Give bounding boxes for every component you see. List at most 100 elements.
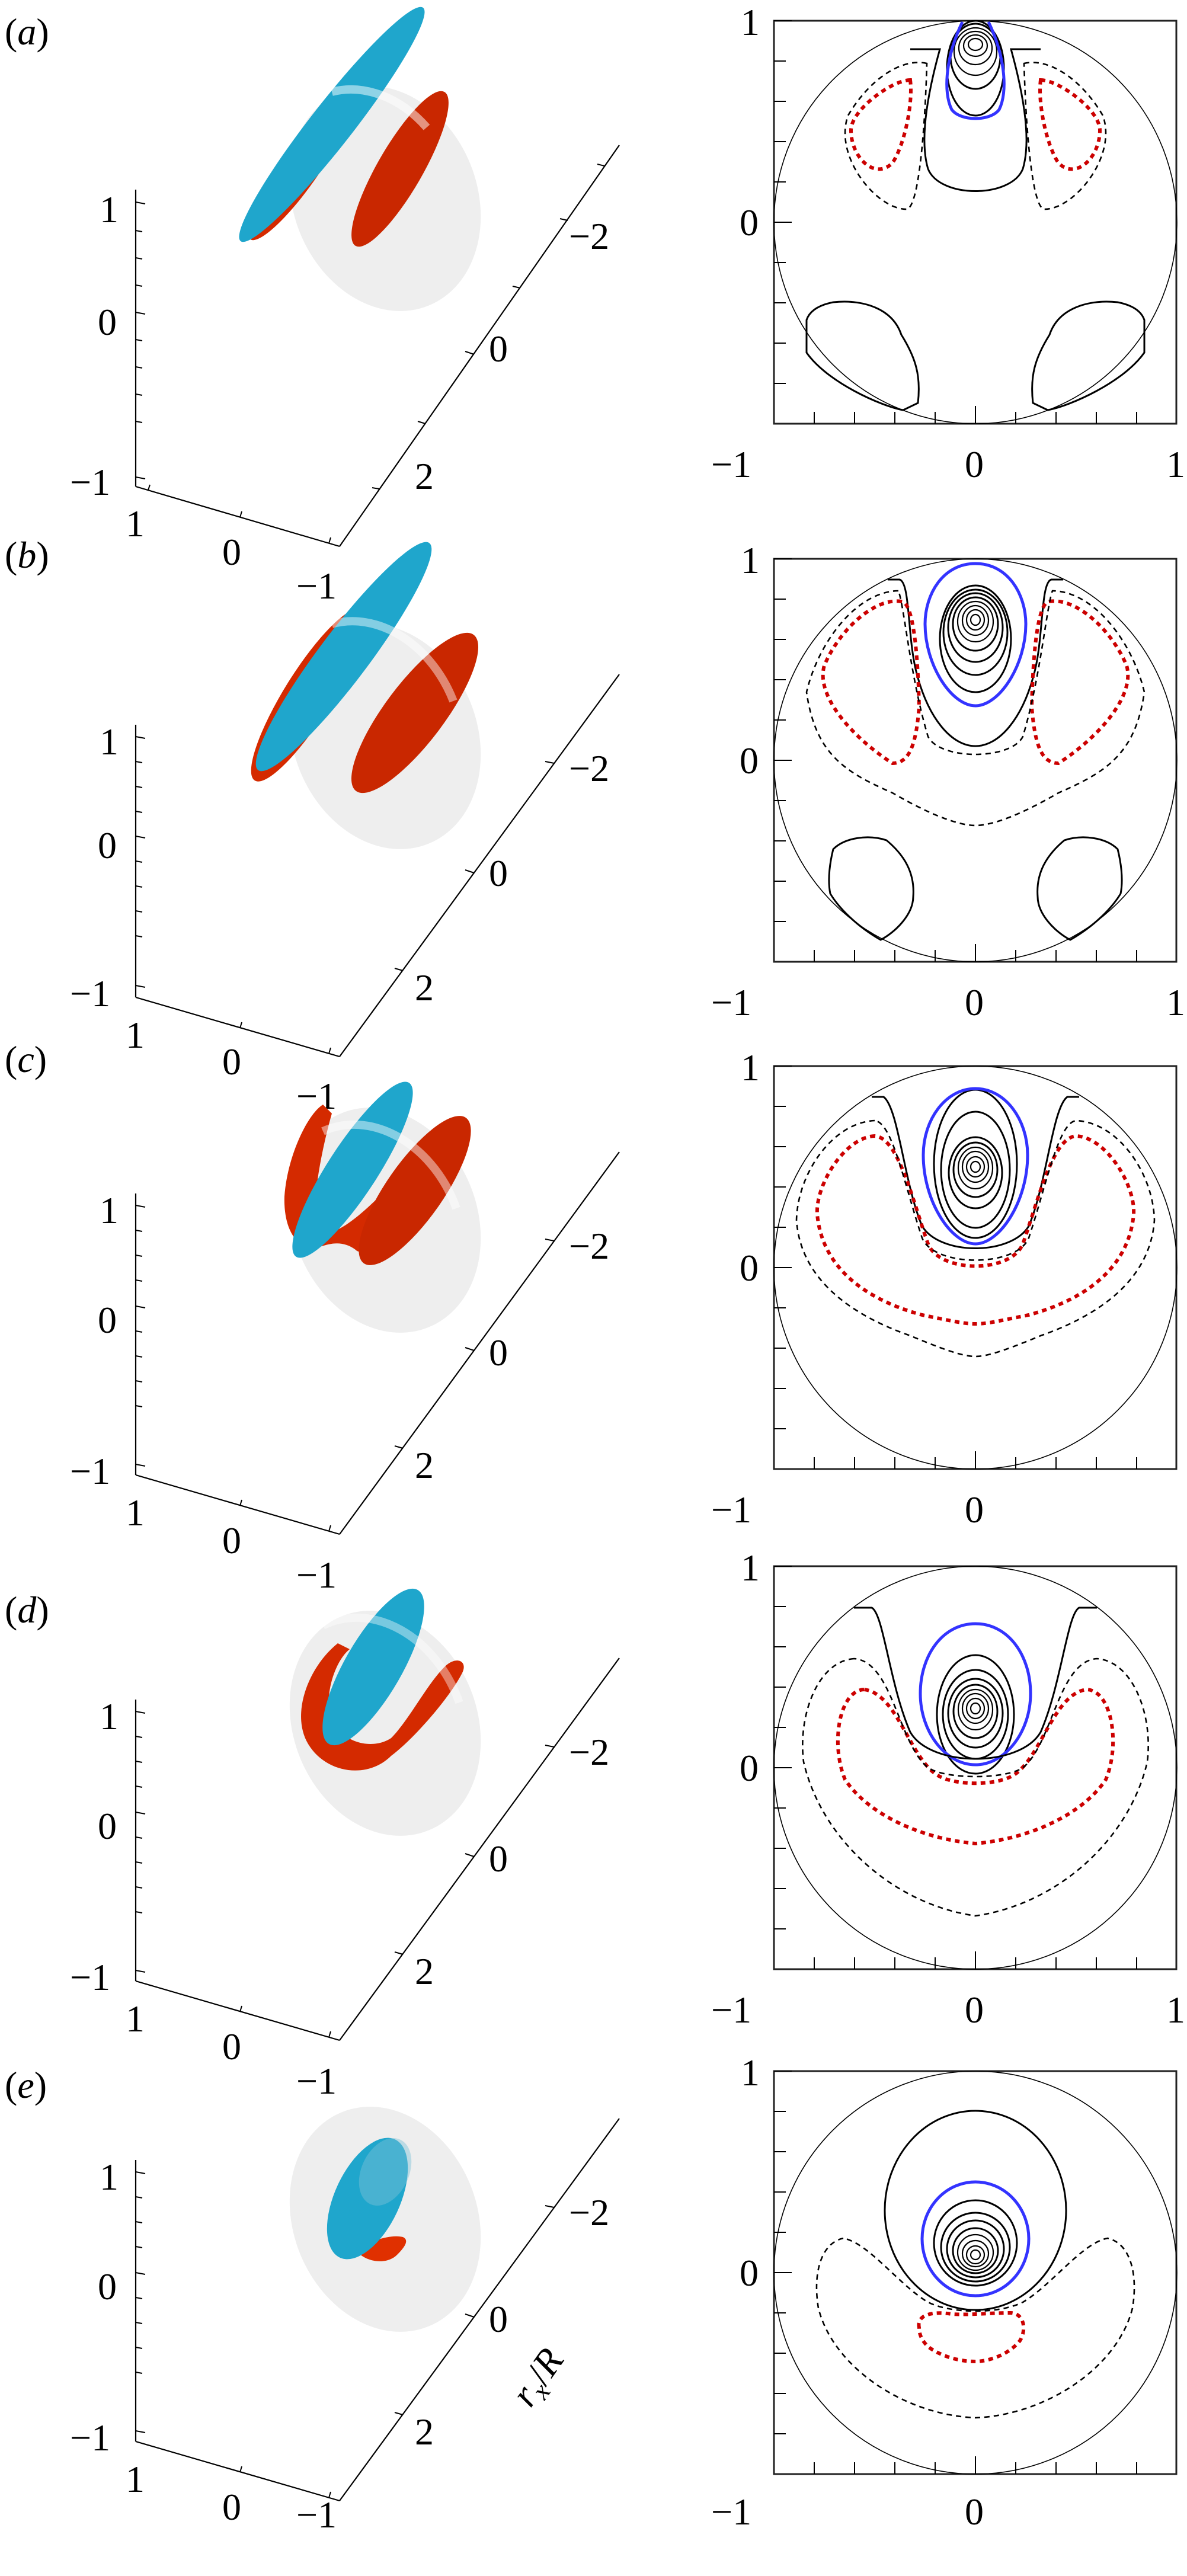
panel-label-c: (c) bbox=[5, 1038, 47, 1080]
contour-plot-e bbox=[773, 2070, 1178, 2475]
contour-y-tick-0: 0 bbox=[740, 1747, 759, 1789]
z-tick-0: 0 bbox=[98, 1805, 117, 1847]
y-tick-0: 0 bbox=[222, 531, 241, 573]
contour-x-tick-1: 1 bbox=[1166, 1989, 1185, 2031]
red-contour bbox=[917, 2311, 1026, 2364]
contour-y-tick-1: 1 bbox=[741, 1, 760, 43]
red-contour-right bbox=[1038, 78, 1102, 171]
panel-label-a: (a) bbox=[5, 11, 49, 53]
nested-contours bbox=[939, 584, 1012, 693]
x-tick-0: 0 bbox=[489, 1332, 508, 1374]
dashed-contour bbox=[815, 2237, 1135, 2419]
contour-y-tick-0: 0 bbox=[740, 1247, 759, 1289]
contour-y-tick-1: 1 bbox=[741, 1547, 760, 1589]
y-tick-0: 0 bbox=[222, 2025, 241, 2068]
x-tick-2: 2 bbox=[415, 2411, 434, 2453]
z-tick-0: 0 bbox=[98, 824, 117, 866]
blue-lobe bbox=[327, 2137, 408, 2260]
x-tick-0: 0 bbox=[489, 852, 508, 894]
y-tick-0: 0 bbox=[222, 1519, 241, 1561]
axes-3d-c: 1 0 −1 1 0 −1 −2 0 2 bbox=[70, 1151, 620, 1596]
solid-contour bbox=[854, 1607, 1097, 1760]
row-b: (b) bbox=[0, 534, 1187, 1117]
isosurface-3d-a bbox=[239, 7, 481, 311]
red-contour-left bbox=[849, 78, 913, 171]
z-tick-0: 0 bbox=[98, 301, 117, 343]
solid-contour bbox=[872, 1096, 1079, 1249]
z-tick-minus1: −1 bbox=[70, 972, 110, 1015]
y-tick-1: 1 bbox=[126, 2458, 145, 2500]
solid-contour bbox=[910, 48, 1041, 192]
contour-x-tick-1: 1 bbox=[1166, 443, 1185, 485]
blue-lobe bbox=[239, 7, 425, 242]
pipe-wall bbox=[773, 20, 1178, 424]
x-tick-minus2: −2 bbox=[569, 747, 609, 789]
z-tick-minus1: −1 bbox=[70, 1956, 110, 1998]
solid-contour-outer bbox=[884, 2110, 1067, 2311]
y-tick-1: 1 bbox=[126, 503, 145, 545]
z-tick-1: 1 bbox=[100, 721, 119, 763]
x-tick-0: 0 bbox=[489, 2298, 508, 2340]
panel-a-svg: (a) bbox=[5, 1, 1185, 607]
y-tick-minus1: −1 bbox=[296, 1075, 337, 1117]
isosurface-3d-e bbox=[289, 2107, 481, 2332]
blue-contour bbox=[920, 2180, 1031, 2297]
contour-y-tick-1: 1 bbox=[741, 1047, 760, 1089]
contour-plot-c bbox=[773, 1065, 1178, 1470]
x-tick-minus2: −2 bbox=[569, 2191, 609, 2233]
contour-x-tick-minus1: −1 bbox=[711, 1489, 751, 1531]
x-tick-2: 2 bbox=[415, 1950, 434, 1992]
x-tick-minus2: −2 bbox=[569, 215, 609, 257]
contour-plot-b bbox=[773, 558, 1178, 963]
contour-x-tick-minus1: −1 bbox=[711, 1989, 751, 2031]
panel-d-svg: (d) bbox=[5, 1547, 1185, 2102]
y-tick-0: 0 bbox=[222, 1041, 241, 1083]
axes-3d-d: 1 0 −1 1 0 −1 −2 0 2 bbox=[70, 1657, 620, 2102]
red-lobe-right bbox=[359, 1116, 471, 1265]
isosurface-3d-d bbox=[289, 1588, 481, 1836]
red-lobe-right bbox=[351, 91, 449, 247]
contour-x-tick-minus1: −1 bbox=[711, 443, 751, 485]
contour-x-tick-minus1: −1 bbox=[711, 2491, 751, 2533]
z-tick-1: 1 bbox=[100, 1695, 119, 1737]
y-tick-1: 1 bbox=[126, 1998, 145, 2040]
solid-contour-bottom-right bbox=[1031, 300, 1146, 411]
solid-contour-bottom-right bbox=[1036, 836, 1123, 941]
x-tick-minus2: −2 bbox=[569, 1731, 609, 1773]
contour-plot-a bbox=[773, 20, 1178, 425]
contour-plot-d bbox=[773, 1565, 1178, 1970]
axes-3d-a: 1 0 −1 1 0 −1 −2 0 2 bbox=[70, 145, 620, 607]
row-d: (d) bbox=[0, 1547, 1187, 2102]
row-c: (c) bbox=[0, 1038, 1187, 1596]
blue-contour bbox=[923, 562, 1028, 708]
pipe-rim bbox=[331, 85, 430, 130]
contour-y-tick-1: 1 bbox=[741, 2052, 760, 2094]
solid-contour-bottom-left bbox=[828, 836, 914, 941]
red-contour bbox=[836, 1687, 1115, 1846]
row-e: (e) bbox=[0, 2052, 1187, 2576]
contour-x-tick-0: 0 bbox=[965, 1989, 984, 2031]
blue-lobe bbox=[322, 1588, 424, 1746]
panel-c-svg: (c) bbox=[5, 1038, 1178, 1596]
blue-lobe bbox=[292, 1081, 413, 1258]
red-lobe bbox=[356, 2236, 407, 2261]
contour-x-tick-0: 0 bbox=[965, 2491, 984, 2533]
axis-title-rx-over-R: rx/R bbox=[503, 2340, 575, 2416]
dashed-contour-right bbox=[1023, 62, 1107, 210]
panel-label-d: (d) bbox=[5, 1589, 49, 1631]
z-tick-minus1: −1 bbox=[70, 461, 110, 503]
solid-contour-bottom-left bbox=[805, 300, 920, 411]
row-a: (a) bbox=[0, 1, 1187, 607]
panel-b-svg: (b) bbox=[5, 534, 1185, 1117]
z-tick-0: 0 bbox=[98, 2265, 117, 2308]
x-tick-2: 2 bbox=[415, 455, 434, 497]
y-tick-minus1: −1 bbox=[296, 2060, 337, 2102]
x-tick-0: 0 bbox=[489, 328, 508, 370]
z-tick-1: 1 bbox=[100, 1189, 119, 1231]
z-tick-1: 1 bbox=[100, 188, 119, 231]
dashed-contour bbox=[802, 1657, 1149, 1917]
y-tick-0: 0 bbox=[222, 2486, 241, 2528]
contour-x-tick-0: 0 bbox=[965, 1489, 984, 1531]
blue-contour bbox=[922, 1087, 1029, 1246]
blue-lobe bbox=[255, 542, 432, 772]
